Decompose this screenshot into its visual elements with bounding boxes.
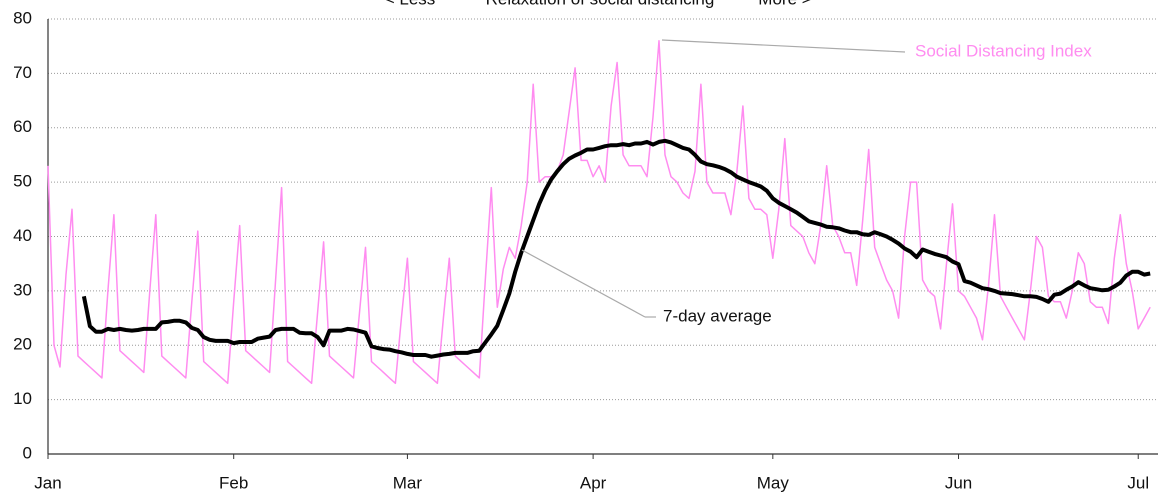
- series-line: [81, 138, 1151, 359]
- x-tick-label: Feb: [219, 473, 248, 492]
- x-tick-label: Apr: [580, 473, 607, 492]
- header-annotation: More >: [758, 0, 811, 8]
- leader-line: [661, 39, 906, 53]
- y-tick-label: 10: [13, 389, 32, 408]
- y-tick-label: 0: [23, 443, 32, 462]
- y-tick-label: 70: [13, 63, 32, 82]
- x-tick-label: May: [757, 473, 790, 492]
- y-tick-label: 80: [13, 8, 32, 27]
- series-line: [47, 40, 1151, 385]
- x-tick-label: Mar: [393, 473, 423, 492]
- y-tick-label: 40: [13, 226, 32, 245]
- header-annotation: Relaxation of social distancing: [486, 0, 715, 8]
- y-tick-label: 50: [13, 172, 32, 191]
- leader-line: [521, 249, 646, 318]
- y-tick-label: 60: [13, 117, 32, 136]
- header-annotation: < Less: [385, 0, 436, 8]
- x-tick-label: Jul: [1127, 473, 1149, 492]
- legend-label: Social Distancing Index: [915, 41, 1092, 60]
- y-tick-label: 30: [13, 280, 32, 299]
- x-tick-label: Jun: [945, 473, 972, 492]
- y-tick-label: 20: [13, 335, 32, 354]
- x-tick-label: Jan: [34, 473, 61, 492]
- legend-label: 7-day average: [663, 306, 772, 325]
